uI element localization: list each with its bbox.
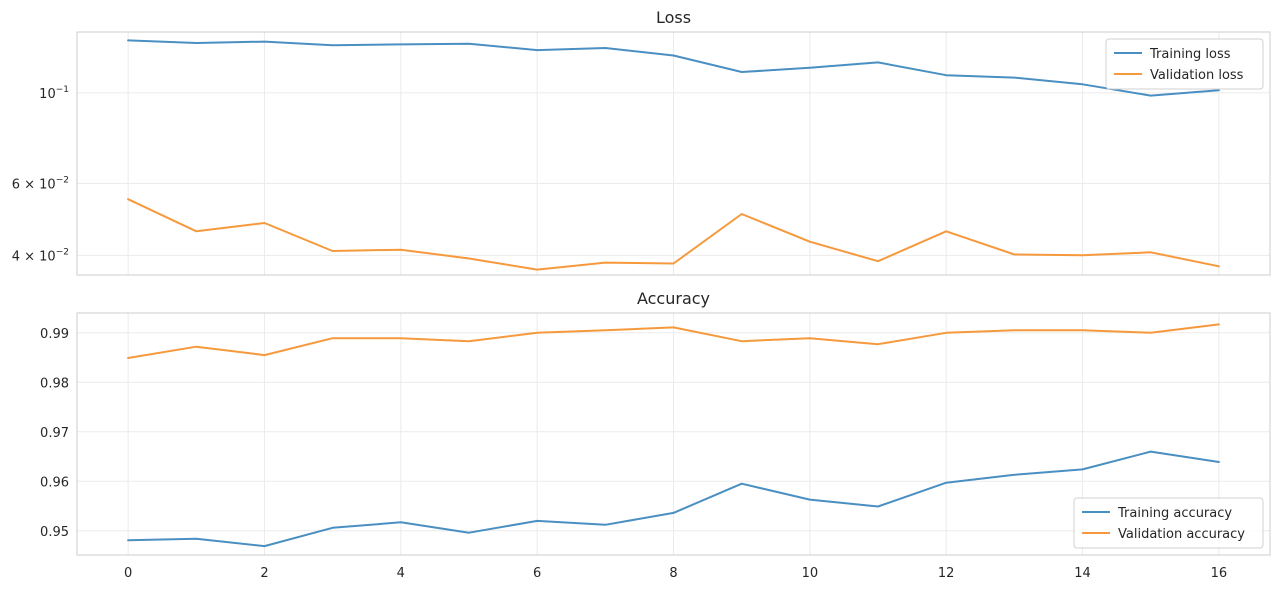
y-tick-label: 0.96 (40, 475, 69, 490)
x-tick-label: 6 (533, 566, 541, 581)
x-tick-label: 10 (802, 566, 819, 581)
legend-label: Validation accuracy (1118, 527, 1245, 542)
y-tick-label: 0.99 (40, 327, 69, 342)
legend: Training loss Validation loss (1105, 38, 1264, 90)
chart-title: Accuracy (637, 289, 710, 308)
y-tick-label: 0.95 (40, 525, 69, 540)
y-tick-exponent: −2 (56, 247, 69, 257)
y-tick-label: 0.98 (40, 376, 69, 391)
y-tick-base: 6 × 10 (12, 177, 56, 192)
x-tick-label: 16 (1211, 566, 1228, 581)
legend-label: Training accuracy (1117, 506, 1232, 521)
y-tick-label: 6 × 10−2 (12, 175, 69, 192)
y-tick-exponent: −1 (56, 85, 69, 95)
y-tick-exponent: −2 (56, 175, 69, 185)
y-tick-label: 4 × 10−2 (12, 247, 69, 264)
series-line-training-loss (127, 39, 1220, 97)
series-line-validation-accuracy (127, 323, 1220, 359)
legend-label: Validation loss (1150, 68, 1244, 83)
x-tick-label: 8 (669, 566, 677, 581)
y-tick-label: 10−1 (39, 85, 69, 102)
plot-frame (76, 312, 1271, 556)
x-tick-label: 14 (1074, 566, 1091, 581)
x-tick-label: 12 (938, 566, 955, 581)
plot-frame (76, 31, 1271, 276)
y-tick-base: 10 (39, 87, 56, 102)
x-tick-label: 2 (260, 566, 268, 581)
x-tick-label: 4 (397, 566, 405, 581)
legend-box (1105, 38, 1264, 90)
legend-label: Training loss (1149, 47, 1231, 62)
series-line-training-accuracy (127, 450, 1220, 548)
x-tick-label: 0 (124, 566, 132, 581)
chart-title: Loss (656, 8, 691, 27)
y-tick-base: 4 × 10 (12, 249, 56, 264)
series-line-validation-loss (127, 198, 1220, 271)
chart-panel-accuracy: Accuracy 0.95 0.96 0.97 0.98 0.99 0 2 4 6 8 10 12 14 1… (40, 289, 1271, 581)
legend: Training accuracy Validation accuracy (1073, 497, 1264, 549)
y-tick-label: 0.97 (40, 426, 69, 441)
legend-box (1073, 497, 1264, 549)
